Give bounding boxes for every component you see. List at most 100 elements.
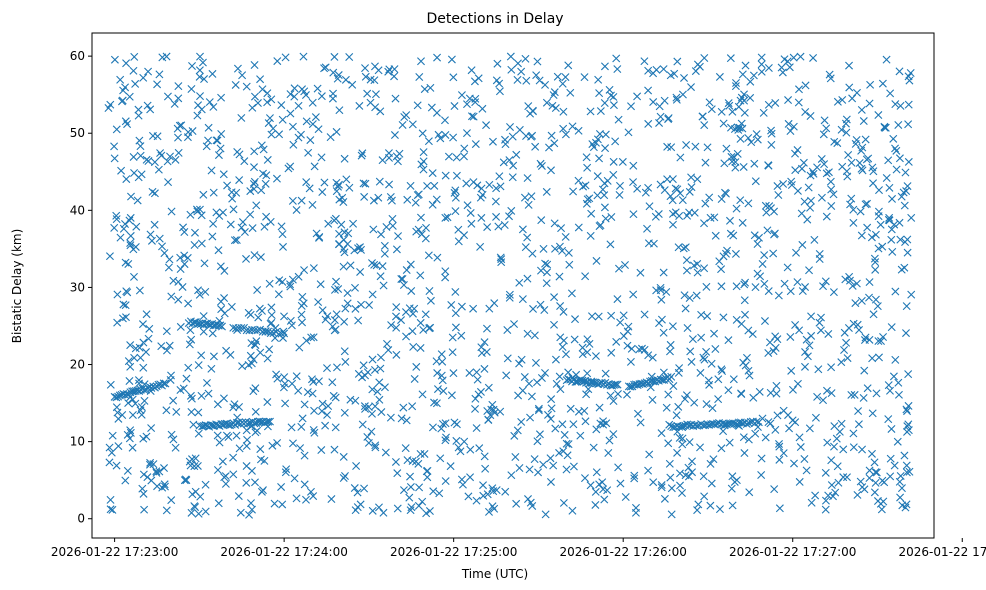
data-point [214,151,223,160]
data-point [813,163,822,172]
data-point [904,157,913,166]
data-point [845,276,854,285]
data-point [275,130,284,139]
data-point [714,375,723,384]
data-point [253,285,262,294]
data-point [392,245,401,254]
data-point [134,111,143,120]
data-point [891,100,900,109]
data-point [449,133,458,142]
data-point [759,108,768,117]
data-point [297,196,306,205]
data-point [764,161,773,170]
data-point [555,372,564,381]
data-point [665,459,674,468]
data-point [703,143,712,152]
data-point [204,123,213,132]
data-point [113,290,122,299]
data-point [882,174,891,183]
data-point [589,143,598,152]
data-point [753,240,762,249]
data-point [667,372,676,381]
data-point [566,404,575,413]
data-point [546,454,555,463]
data-point [213,431,222,440]
data-point [555,448,564,457]
data-point [251,478,259,487]
data-point [416,318,425,327]
data-point [791,166,800,175]
data-point [160,249,169,258]
data-point [360,484,369,493]
data-point [105,443,114,452]
data-point [664,390,673,399]
data-point [715,72,724,81]
data-point [657,483,666,492]
data-point [335,195,344,204]
y-tick-label: 50 [70,126,85,140]
data-point [190,502,199,511]
data-point [367,427,376,436]
data-point [731,158,740,167]
data-point [576,431,585,440]
data-point [425,507,434,516]
data-point [844,151,853,160]
data-point [629,210,638,219]
data-point [888,194,897,203]
data-point [195,290,204,299]
data-point [448,348,457,357]
data-point [703,312,712,321]
data-point [451,287,460,296]
data-point [421,310,430,319]
data-point [839,473,848,482]
data-point [385,180,394,189]
data-point [635,345,644,354]
data-point [236,508,245,517]
data-point [871,258,880,267]
data-point [262,417,271,426]
data-point [105,252,114,261]
data-point [896,493,905,502]
data-point [761,201,770,210]
data-point [139,363,148,372]
data-point [477,213,486,222]
data-point [740,96,749,105]
data-point [376,353,385,362]
data-point [315,232,324,241]
data-point [323,312,332,321]
data-point [121,220,129,228]
data-point [871,230,880,239]
data-point [667,143,676,152]
data-point [505,156,514,165]
data-point [523,329,532,338]
data-point [558,246,567,255]
data-point [201,287,210,296]
data-point [250,92,259,101]
data-point [416,271,425,280]
data-point [128,443,137,452]
data-point [363,89,372,98]
data-point [503,354,512,363]
data-point [441,273,450,282]
data-point [161,482,169,491]
data-point [278,277,287,286]
data-point [462,129,471,138]
data-point [559,307,568,316]
data-point [309,492,318,501]
data-point [717,107,726,116]
data-point [676,153,685,162]
data-point [860,485,869,494]
data-point [174,133,182,142]
data-point [282,465,291,474]
data-point [318,399,327,408]
data-point [250,61,259,70]
data-point [706,459,715,468]
data-point [281,468,290,477]
data-point [188,490,197,499]
data-point [902,468,911,477]
data-point [790,459,799,468]
data-point [223,181,232,190]
data-point [140,505,149,514]
data-point [444,152,453,161]
x-axis-ticks: 2026-01-22 17:23:00 2026-01-22 17:24:00 20… [51,538,986,559]
